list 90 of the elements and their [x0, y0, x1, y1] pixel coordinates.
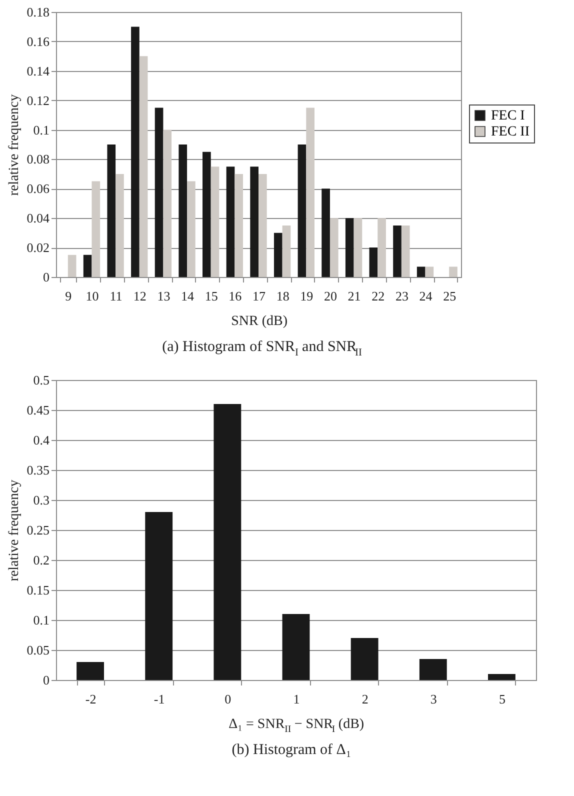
bar [306, 108, 314, 277]
bar [378, 218, 386, 277]
y-tick-label: 0.06 [26, 181, 50, 196]
bar [282, 614, 310, 680]
bar [449, 266, 458, 277]
bar [131, 26, 140, 277]
x-tick-label: 5 [498, 692, 506, 706]
x-tick-label: 1 [293, 692, 300, 706]
x-tick-label: 24 [419, 288, 433, 304]
bar [68, 254, 76, 277]
y-tick-label: 0.18 [26, 4, 50, 20]
bar [178, 144, 188, 277]
x-tick-label: 18 [276, 288, 290, 304]
bar [369, 248, 378, 277]
x-tick-label: 14 [181, 288, 195, 304]
x-tick-label: 19 [300, 288, 314, 304]
bar [416, 266, 426, 277]
x-tick-label: 13 [157, 288, 170, 304]
y-tick-label: 0.04 [26, 210, 50, 226]
bar [83, 254, 92, 277]
bar [393, 225, 402, 277]
bar [202, 152, 211, 277]
x-tick-label: 15 [204, 288, 218, 304]
y-tick-label: 0.16 [26, 34, 50, 49]
x-tick-label: 3 [430, 692, 437, 706]
x-tick-label: 21 [348, 288, 361, 304]
x-tick-label: 11 [110, 288, 122, 304]
x-tick-label: 20 [324, 288, 337, 304]
y-axis-title: relative frequency [6, 480, 22, 582]
y-tick-label: 0.1 [33, 612, 50, 628]
bar [330, 218, 338, 277]
bar [350, 638, 378, 680]
x-tick-label: 25 [443, 288, 456, 304]
bar [401, 225, 410, 277]
x-tick-label: -1 [154, 692, 165, 706]
bar [92, 181, 100, 277]
bar [258, 174, 267, 277]
bar [76, 662, 104, 680]
y-tick-label: 0.05 [26, 642, 50, 658]
y-tick-label: 0.25 [26, 522, 50, 538]
bar [139, 56, 148, 277]
x-tick-label: 12 [133, 288, 146, 304]
x-tick-label: 9 [65, 288, 72, 304]
legend-label: FEC II [491, 124, 530, 140]
y-tick-label: 0.14 [26, 63, 50, 78]
y-tick-label: 0.4 [33, 432, 50, 448]
y-tick-label: 0.3 [33, 492, 50, 508]
bar [116, 174, 124, 277]
y-tick-label: 0.02 [26, 240, 50, 256]
bar [282, 225, 291, 277]
legend-label: FEC I [491, 108, 526, 124]
text: (b) Histogram of Δ₁ [232, 742, 352, 758]
bar [214, 404, 242, 680]
bar [322, 188, 330, 277]
bar [488, 674, 516, 680]
y-tick-label: 0.15 [26, 582, 50, 598]
bar [234, 174, 244, 277]
x-tick-label: 17 [252, 288, 266, 304]
y-tick-label: 0.2 [33, 552, 50, 568]
bar [354, 218, 362, 277]
x-tick-label: 2 [362, 692, 368, 706]
bar [298, 144, 306, 277]
bar [163, 130, 172, 277]
x-axis-title: SNR (dB) [231, 314, 288, 329]
x-tick-label: 10 [86, 288, 99, 304]
bar [187, 181, 196, 277]
bar [419, 659, 447, 680]
bar [250, 166, 258, 277]
y-axis-title: relative frequency [6, 94, 22, 196]
y-tick-label: 0.5 [33, 372, 50, 388]
bar [145, 512, 173, 680]
bar [425, 266, 434, 277]
x-tick-label: 0 [224, 692, 232, 706]
x-tick-label: 16 [228, 288, 242, 304]
bar [345, 218, 354, 277]
bar [274, 232, 282, 277]
bar [226, 166, 235, 277]
bar [107, 144, 116, 277]
y-tick-label: 0 [43, 672, 50, 688]
y-tick-label: 0.1 [33, 122, 50, 138]
x-tick-label: 22 [372, 288, 385, 304]
y-tick-label: 0.08 [26, 152, 50, 167]
x-tick-label: -2 [85, 692, 96, 706]
y-tick-label: 0.35 [26, 462, 50, 478]
x-tick-label: 23 [395, 288, 408, 304]
bar [154, 108, 164, 277]
y-tick-label: 0.12 [26, 92, 50, 108]
bar [210, 166, 220, 277]
y-tick-label: 0.45 [26, 402, 50, 418]
y-tick-label: 0 [43, 270, 50, 284]
